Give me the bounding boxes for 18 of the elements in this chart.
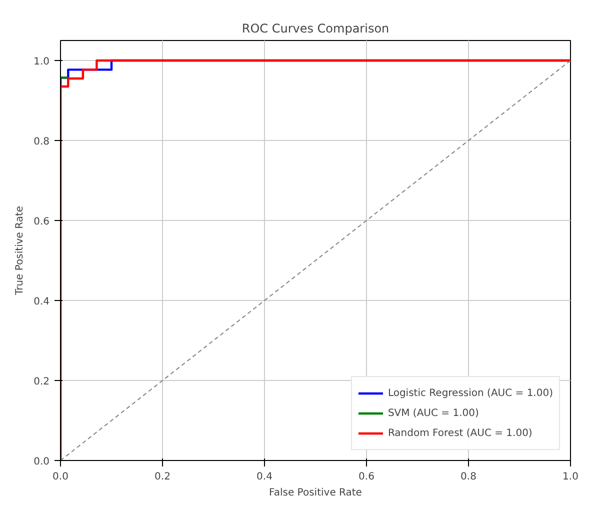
legend-label: SVM (AUC = 1.00) bbox=[388, 408, 479, 418]
chart-title: ROC Curves Comparison bbox=[242, 22, 390, 36]
y-tick-label: 1.0 bbox=[34, 56, 50, 68]
y-tick-label: 0.4 bbox=[34, 296, 50, 308]
y-tick-label: 0.6 bbox=[34, 216, 50, 228]
legend-label: Random Forest (AUC = 1.00) bbox=[388, 428, 532, 438]
y-tick-label: 0.0 bbox=[34, 456, 50, 468]
legend-label: Logistic Regression (AUC = 1.00) bbox=[388, 388, 553, 398]
x-tick-label: 1.0 bbox=[562, 472, 578, 482]
y-tick-label: 0.8 bbox=[34, 136, 50, 148]
y-axis-title: True Positive Rate bbox=[14, 206, 26, 296]
x-tick-label: 0.4 bbox=[256, 472, 272, 482]
y-tick-label: 0.2 bbox=[34, 376, 50, 388]
x-axis-title: False Positive Rate bbox=[269, 488, 362, 498]
x-tick-label: 0.8 bbox=[460, 472, 476, 482]
x-tick-label: 0.2 bbox=[154, 472, 170, 482]
x-tick-label: 0.6 bbox=[358, 472, 374, 482]
x-tick-label: 0.0 bbox=[52, 472, 68, 482]
